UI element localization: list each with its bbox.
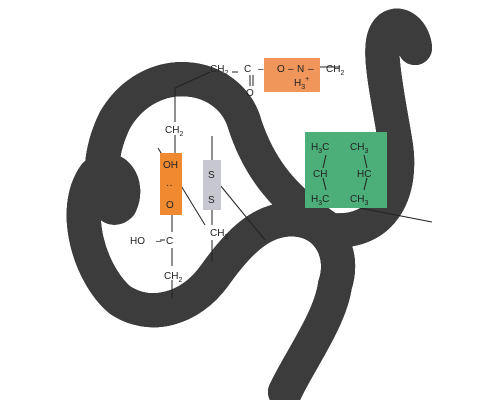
hyd-bond-br bbox=[363, 177, 368, 191]
hyd-bottom-right: CH3 bbox=[350, 194, 368, 207]
ionic-dash-1: – bbox=[258, 64, 264, 75]
ionic-h3-plus: H3+ bbox=[294, 76, 309, 91]
ionic-bond-box bbox=[264, 58, 320, 92]
hbond-o: O bbox=[166, 200, 174, 211]
disulfide-bridge: S S CH2 bbox=[203, 160, 228, 241]
hyd-mid-left: CH bbox=[313, 169, 327, 180]
hyd-mid-right: HC bbox=[357, 169, 371, 180]
hyd-top-left: H3C bbox=[311, 142, 329, 155]
hbond-dots: ·· bbox=[166, 180, 173, 191]
hyd-bond-bl bbox=[322, 177, 327, 191]
diagonal-2 bbox=[219, 184, 266, 241]
ionic-link-1 bbox=[174, 71, 211, 89]
hydrophobic-box bbox=[305, 132, 387, 208]
ionic-oxygen: O bbox=[277, 64, 285, 75]
hbond-carbon: C bbox=[166, 236, 173, 247]
ionic-bond: CH2 C O – O – N – H3+ CH2 bbox=[210, 58, 344, 99]
disulfide-box bbox=[203, 160, 221, 210]
hydrogen-bond: CH2 OH ·· O HO – C CH2 bbox=[130, 125, 183, 284]
ionic-right-ch2: CH2 bbox=[326, 64, 344, 77]
hydrophobic-tail bbox=[359, 207, 433, 223]
hyd-bond-tl bbox=[322, 154, 327, 169]
ionic-dash-2: – bbox=[288, 64, 294, 75]
hbond-ho: HO bbox=[130, 236, 145, 247]
ionic-left-ch2: CH2 bbox=[210, 64, 228, 77]
disulfide-s-bottom: S bbox=[208, 195, 215, 206]
ionic-dash-3: – bbox=[308, 64, 314, 75]
hydrogen-bond-box bbox=[160, 153, 182, 215]
polypeptide-chain bbox=[84, 26, 432, 405]
carbonyl-oxygen: O bbox=[246, 88, 254, 99]
hyd-bond-tr bbox=[363, 154, 368, 169]
hbond-bottom-ch2: CH2 bbox=[164, 271, 182, 284]
disulfide-s-top: S bbox=[208, 170, 215, 181]
ionic-nitrogen: N bbox=[297, 64, 304, 75]
hyd-top-right: CH3 bbox=[350, 142, 368, 155]
disulfide-ch2: CH2 bbox=[210, 228, 228, 241]
hydrophobic-interaction: H3C CH3 CH HC H3C CH3 bbox=[305, 132, 387, 208]
hbond-dash: – bbox=[156, 236, 162, 247]
hbond-top-ch2: CH2 bbox=[165, 125, 183, 138]
hbond-oh: OH bbox=[163, 160, 178, 171]
hyd-bottom-left: H3C bbox=[311, 194, 329, 207]
ionic-carbon: C bbox=[244, 64, 251, 75]
side-chain-lines bbox=[157, 66, 433, 298]
